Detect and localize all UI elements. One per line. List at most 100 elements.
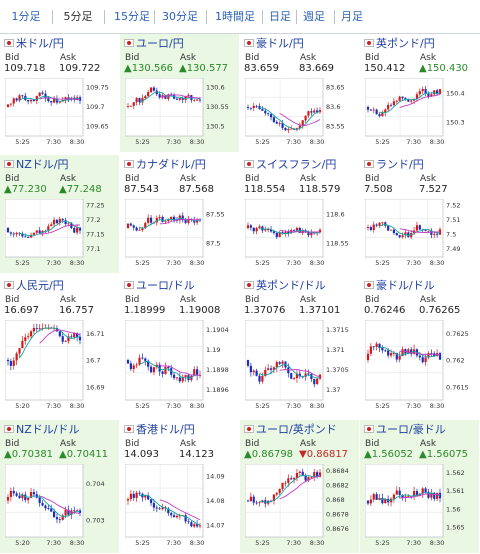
y-tick-label: 7.52 <box>446 202 460 210</box>
tab-weekly[interactable]: 週足 <box>303 10 325 23</box>
y-tick-label: 77.2 <box>86 216 100 224</box>
y-tick-label: 1.3715 <box>326 326 349 334</box>
mini-chart[interactable]: 130.6 130.55 130.5 5:25 7:30 8:30 <box>125 78 235 148</box>
candle-body <box>58 219 61 224</box>
mini-chart[interactable]: 1.1904 1.19 1.1898 1.1896 5:25 7:30 8:30 <box>125 320 235 412</box>
rate-card[interactable]: ユーロ/ドル Bid Ask 1.18999 1.19008 1.1904 1.19 1.18… <box>120 276 239 416</box>
pair-title[interactable]: ユーロ/英ポンド <box>256 423 337 436</box>
candle-body <box>12 233 15 235</box>
y-tick-label: 118.55 <box>326 239 349 247</box>
candlestick-chart: 14.09 14.08 14.07 5:25 7:30 8:30 <box>125 464 225 547</box>
rate-card[interactable]: カナダドル/円 Bid Ask 87.543 87.568 87.55 87.5 5:25 7:… <box>120 155 239 273</box>
mini-chart[interactable]: 0.7625 0.762 0.7615 5:25 7:30 8:30 <box>365 320 475 412</box>
ask-label: Ask <box>60 174 77 184</box>
mini-chart[interactable]: 0.704 0.703 5:20 7:30 8:30 <box>5 464 115 549</box>
pair-title[interactable]: NZドル/円 <box>16 158 69 171</box>
mini-chart[interactable]: 16.71 16.7 16.69 5:20 7:30 8:30 <box>5 320 115 412</box>
candle-body <box>141 493 144 498</box>
candle-body <box>135 364 138 366</box>
pair-title[interactable]: 豪ドル/円 <box>256 37 304 50</box>
mini-chart[interactable]: 1.3715 1.371 1.3705 1.37 5:25 7:30 8:30 <box>245 320 355 412</box>
tab-monthly[interactable]: 月足 <box>341 10 363 23</box>
pair-title[interactable]: 米ドル/円 <box>16 37 64 50</box>
rate-card[interactable]: 英ポンド/ドル Bid Ask 1.37076 1.37101 1.3715 1.371 1.… <box>240 276 359 416</box>
x-tick-label: 8:30 <box>70 259 85 267</box>
pair-title[interactable]: ユーロ/円 <box>136 37 184 50</box>
rate-card[interactable]: NZドル/ドル Bid Ask ▲0.70381 ▲0.70411 0.704 0.703 5… <box>0 420 119 553</box>
x-tick-label: 8:30 <box>430 539 445 547</box>
tab-daily[interactable]: 日足 <box>269 10 291 23</box>
ma-short-line <box>19 327 81 359</box>
rate-card[interactable]: ランド/円 Bid Ask 7.508 7.527 7.52 7.51 7.5 7.49 5:25… <box>360 155 479 273</box>
mini-chart[interactable]: 118.6 118.55 5:25 7:30 8:30 <box>245 199 355 269</box>
bid-label: Bid <box>125 439 140 449</box>
candle-body <box>366 227 370 228</box>
mini-chart[interactable]: 77.25 77.2 77.15 77.1 5:25 7:30 8:30 <box>5 199 115 269</box>
pair-title[interactable]: NZドル/ドル <box>16 423 80 436</box>
rate-card[interactable]: 米ドル/円 Bid Ask 109.718 109.722 109.75 109.7 109.… <box>0 34 119 152</box>
candle-body <box>167 94 170 99</box>
plot-area <box>125 199 204 258</box>
pair-title[interactable]: 豪ドル/ドル <box>376 279 435 292</box>
pair-title[interactable]: ランド/円 <box>376 158 424 171</box>
mini-chart[interactable]: 7.52 7.51 7.5 7.49 5:25 7:30 8:30 <box>365 199 475 269</box>
candle-body <box>398 356 401 360</box>
candle-body <box>126 499 130 501</box>
pair-title[interactable]: 英ポンド/ドル <box>256 279 326 292</box>
mini-chart[interactable]: 1.562 1.561 1.56 1.565 5:25 7:30 8:30 <box>365 464 475 549</box>
pair-title[interactable]: ユーロ/ドル <box>136 279 195 292</box>
ma-short-line <box>379 92 441 114</box>
rate-card[interactable]: 英ポンド/円 Bid Ask 150.412 ▲150.430 150.4 150.3 5:2… <box>360 34 479 152</box>
ask-label: Ask <box>420 53 437 63</box>
pair-title[interactable]: ユーロ/豪ドル <box>376 423 446 436</box>
tab-5min[interactable]: 5分足 <box>63 10 93 23</box>
mini-chart[interactable]: 14.09 14.08 14.07 5:25 7:30 8:30 <box>125 464 235 549</box>
pair-title[interactable]: 人民元/円 <box>16 279 64 292</box>
candle-body <box>318 110 322 113</box>
rate-card[interactable]: NZドル/円 Bid Ask ▲77.230 ▲77.248 77.25 77.2 77.15… <box>0 155 119 273</box>
candle-body <box>318 229 322 233</box>
candle-body <box>418 91 421 95</box>
candle-body <box>267 368 270 370</box>
mini-chart[interactable]: 83.65 83.6 83.55 5:25 7:30 8:30 <box>245 78 355 148</box>
rate-card[interactable]: 人民元/円 Bid Ask 16.697 16.757 16.71 16.7 16.69 5:2… <box>0 276 119 416</box>
rate-card[interactable]: ユーロ/豪ドル Bid Ask ▲1.56052 ▲1.56075 1.562 1.561 1… <box>360 420 479 553</box>
mini-chart[interactable]: 150.4 150.3 5:25 7:30 8:30 <box>365 78 475 148</box>
candlestick-chart: 118.6 118.55 5:25 7:30 8:30 <box>245 199 349 267</box>
candle-body <box>129 105 132 107</box>
candle-body <box>395 233 398 236</box>
y-tick-label: 14.08 <box>206 497 225 505</box>
y-tick-label: 77.25 <box>86 202 105 210</box>
pair-title[interactable]: カナダドル/円 <box>136 158 206 171</box>
x-tick-label: 5:25 <box>255 138 270 146</box>
candle-body <box>372 224 375 230</box>
candle-body <box>67 336 70 342</box>
candle-body <box>29 331 33 337</box>
rate-card[interactable]: ユーロ/英ポンド Bid Ask ▲0.86798 ▼0.86817 0.8684 0.86… <box>240 420 359 553</box>
rate-card[interactable]: 豪ドル/円 Bid Ask 83.659 83.669 83.65 83.6 83.55 5:2… <box>240 34 359 152</box>
y-tick-label: 0.8678 <box>326 511 349 519</box>
candle-body <box>415 491 419 496</box>
pair-title[interactable]: 香港ドル/円 <box>136 423 195 436</box>
candle-body <box>47 98 50 102</box>
rate-card[interactable]: ユーロ/円 Bid Ask ▲130.566 ▲130.577 130.6 130.55 13… <box>120 34 239 152</box>
pair-title[interactable]: スイスフラン/円 <box>256 158 337 171</box>
candle-body <box>190 522 193 527</box>
rate-card[interactable]: スイスフラン/円 Bid Ask 118.554 118.579 118.6 118.55 5… <box>240 155 359 273</box>
candle-body <box>67 509 70 515</box>
tab-30min[interactable]: 30分足 <box>162 10 198 23</box>
candle-body <box>129 493 132 500</box>
tab-1min[interactable]: 1分足 <box>11 10 41 23</box>
pair-title[interactable]: 英ポンド/円 <box>376 37 435 50</box>
mini-chart[interactable]: 87.55 87.5 5:25 7:30 8:30 <box>125 199 235 269</box>
mini-chart[interactable]: 0.8684 0.8682 0.868 0.8678 0.8676 5:25 7:30 8:3… <box>245 464 355 549</box>
candle-body <box>27 497 30 501</box>
candle-body <box>375 494 378 500</box>
tab-15min[interactable]: 15分足 <box>114 10 150 23</box>
tab-1hour[interactable]: 1時間足 <box>215 10 255 23</box>
rate-card[interactable]: 豪ドル/ドル Bid Ask 0.76246 0.76265 0.7625 0.762 0.7… <box>360 276 479 416</box>
rate-card[interactable]: 香港ドル/円 Bid Ask 14.093 14.123 14.09 14.08 14.07 5… <box>120 420 239 553</box>
ma-long-line <box>159 364 201 377</box>
y-tick-label: 77.15 <box>86 231 105 239</box>
mini-chart[interactable]: 109.75 109.7 109.65 5:25 7:30 8:30 <box>5 78 115 148</box>
